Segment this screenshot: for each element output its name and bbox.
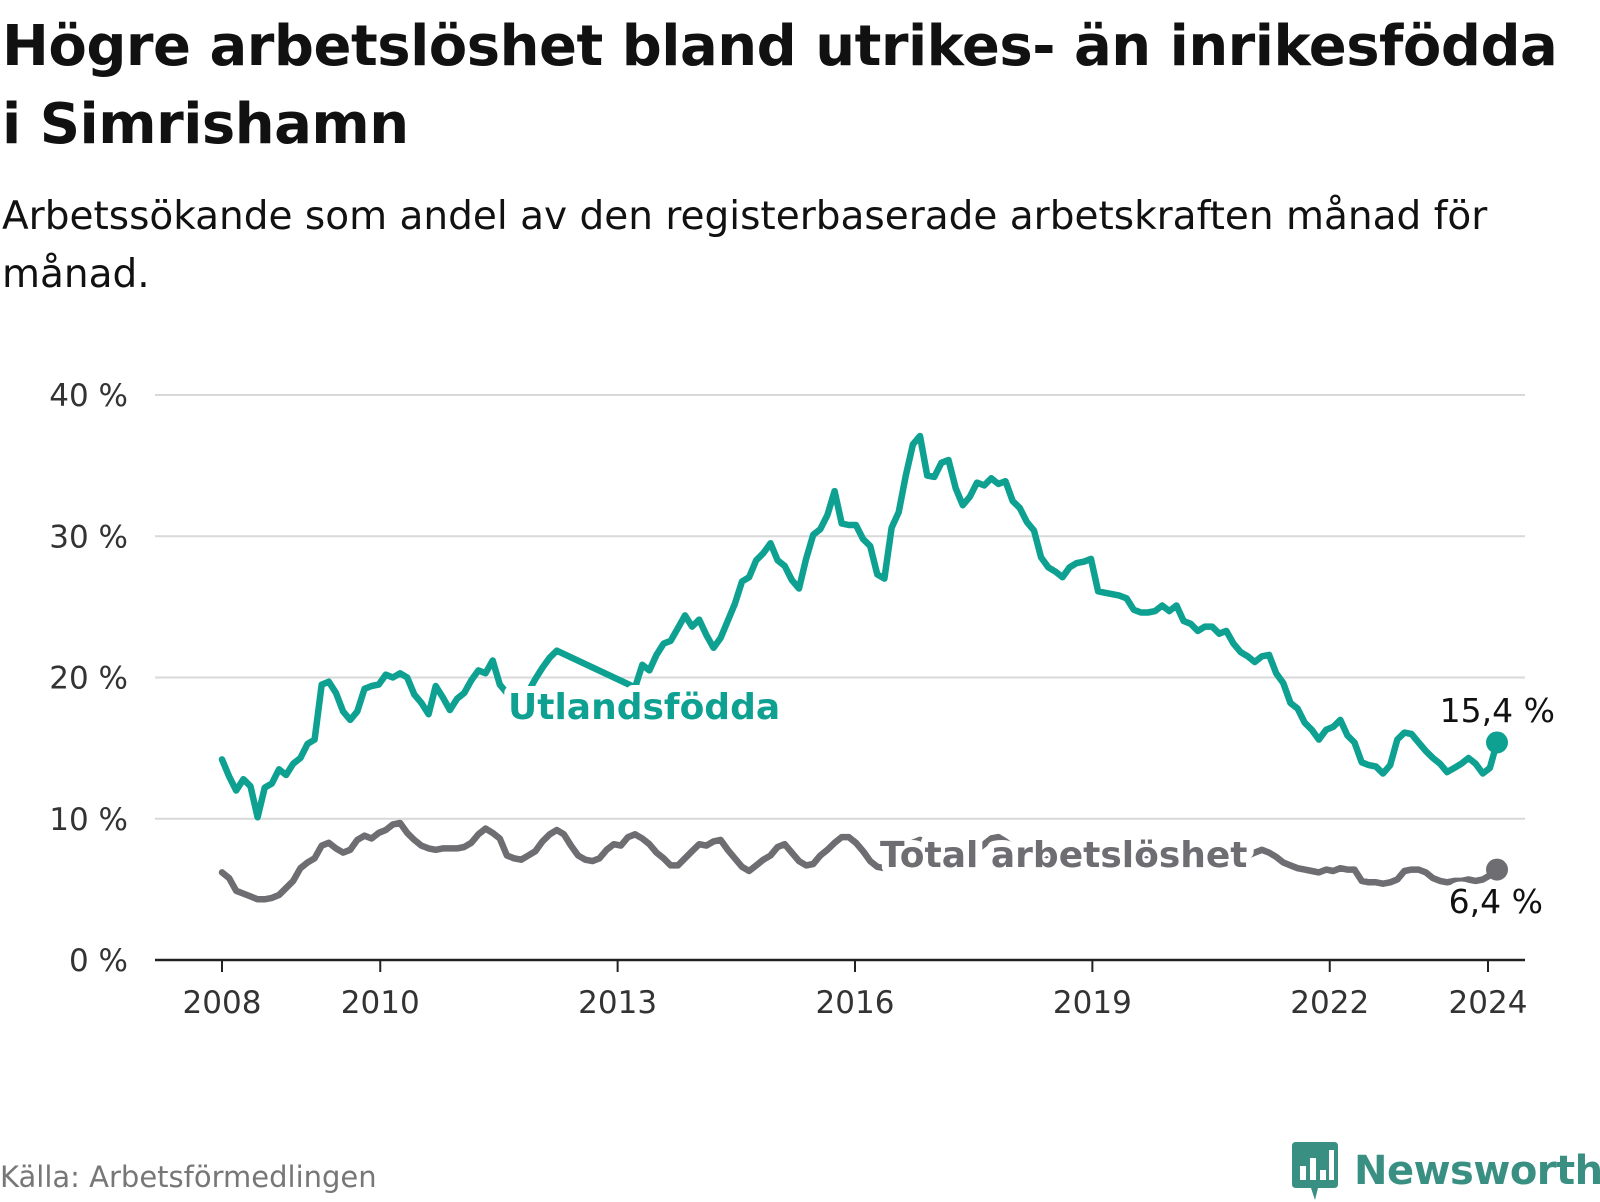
newsworthy-logo: Newsworthy xyxy=(1290,1140,1600,1202)
series-label-total: Total arbetslöshet xyxy=(880,835,1248,876)
x-tick-label: 2024 xyxy=(1449,985,1528,1021)
y-tick-label: 10 % xyxy=(49,802,128,838)
newsworthy-logo-icon xyxy=(1292,1142,1338,1200)
y-tick-label: 30 % xyxy=(49,519,128,555)
series-label-utlandsfodda: Utlandsfödda xyxy=(508,687,780,728)
y-tick-label: 0 % xyxy=(69,943,128,979)
source-note: Källa: Arbetsförmedlingen xyxy=(0,1160,377,1194)
series-label-total-halo: Total arbetslöshet xyxy=(880,835,1248,876)
x-axis: 2008 2010 2013 2016 2019 2022 2024 xyxy=(155,958,1528,1021)
x-tick-label: 2019 xyxy=(1053,985,1132,1021)
brand-name: Newsworthy xyxy=(1354,1148,1600,1194)
y-tick-label: 40 % xyxy=(49,378,128,414)
x-tick-label: 2010 xyxy=(341,985,420,1021)
end-value-utlandsfodda-halo: 15,4 % xyxy=(1440,691,1555,730)
series-line-total xyxy=(218,819,1501,903)
series-end-point xyxy=(1486,731,1508,754)
chart-subtitle: Arbetssökande som andel av den registerb… xyxy=(2,194,1488,297)
line-chart: 0 % 10 % 20 % 30 % 40 % 2008 2010 2013 2016 2019… xyxy=(49,378,1562,1021)
x-tick-label: 2016 xyxy=(816,985,895,1021)
grid-lines xyxy=(155,394,1525,820)
x-tick-label: 2008 xyxy=(183,985,262,1021)
x-tick-label: 2013 xyxy=(578,985,657,1021)
chart-title: Högre arbetslöshet bland utrikes- än inr… xyxy=(2,14,1558,157)
end-value-utlandsfodda: 15,4 % xyxy=(1440,691,1555,730)
series-label-utlandsfodda-halo: Utlandsfödda xyxy=(508,687,780,728)
end-value-total-halo: 6,4 % xyxy=(1449,882,1543,921)
series-end-point xyxy=(1486,858,1508,881)
series-lines xyxy=(218,432,1508,903)
y-axis-tick-labels: 0 % 10 % 20 % 30 % 40 % xyxy=(49,378,128,979)
y-tick-label: 20 % xyxy=(49,661,128,697)
x-tick-label: 2022 xyxy=(1290,985,1369,1021)
series-line-utlandsfodda xyxy=(218,432,1501,821)
end-value-total: 6,4 % xyxy=(1449,882,1543,921)
